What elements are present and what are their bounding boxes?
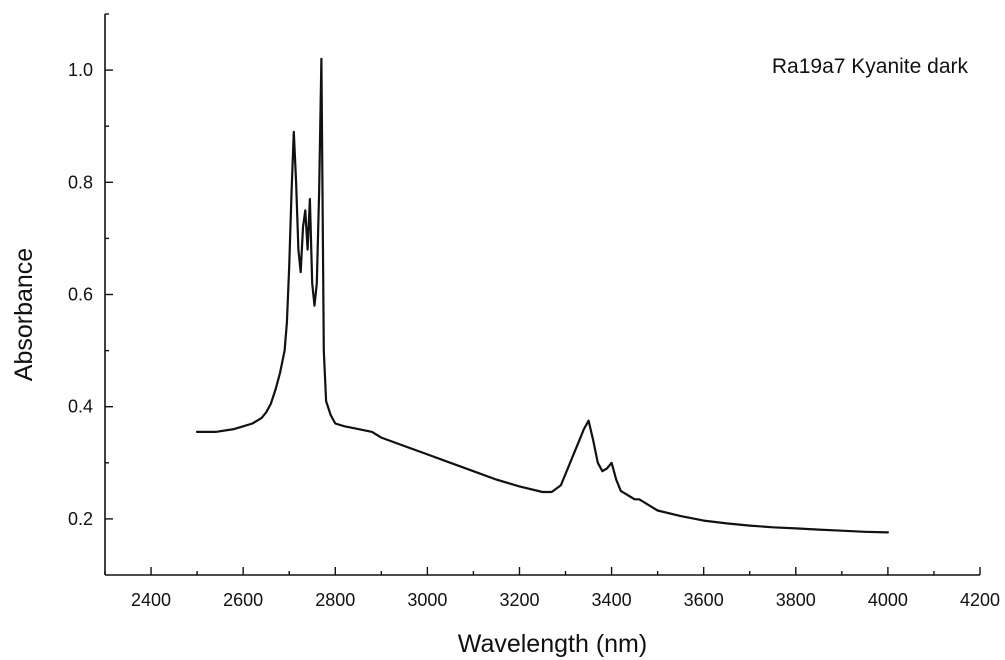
x-tick-label: 2600 (223, 590, 263, 610)
y-tick-label: 0.6 (68, 285, 93, 305)
x-tick-label: 3400 (592, 590, 632, 610)
y-tick-label: 0.2 (68, 509, 93, 529)
x-axis-title: Wavelength (nm) (458, 630, 647, 658)
y-ticks-group: 0.2 0.4 0.6 0.8 1.0 (68, 13, 113, 529)
axes-group (104, 14, 980, 576)
x-tick-label: 4200 (960, 590, 1000, 610)
x-tick-label: 3200 (499, 590, 539, 610)
y-tick-label: 1.0 (68, 60, 93, 80)
absorbance-series-line (196, 57, 889, 534)
x-tick-label: 3800 (776, 590, 816, 610)
x-tick-label: 3600 (684, 590, 724, 610)
series-layer (196, 57, 889, 534)
x-ticks-group: 2400 2600 2800 3000 3200 3400 3600 3800 4000 4200 (104, 567, 1000, 610)
x-tick-label: 2400 (131, 590, 171, 610)
x-tick-label: 3000 (407, 590, 447, 610)
y-axis-title: Absorbance (10, 248, 38, 381)
x-tick-label: 2800 (315, 590, 355, 610)
chart-annotation-label: Ra19a7 Kyanite dark (772, 55, 969, 78)
y-tick-label: 0.8 (68, 172, 93, 192)
y-tick-label: 0.4 (68, 397, 93, 417)
x-tick-label: 4000 (868, 590, 908, 610)
